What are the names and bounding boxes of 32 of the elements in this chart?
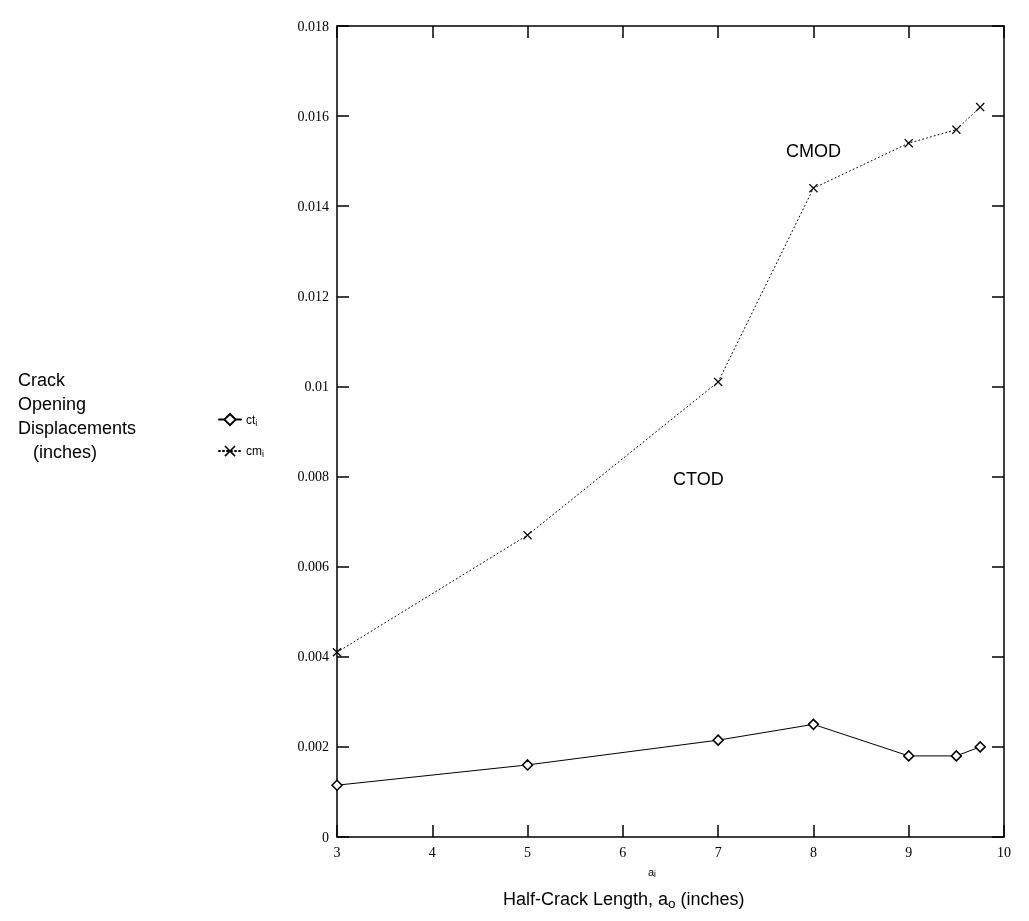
- y-tick-label: 0.006: [297, 559, 329, 575]
- y-tick-label: 0.014: [297, 198, 329, 214]
- point: [807, 718, 820, 731]
- x-tick-label: 10: [997, 844, 1011, 860]
- annotation: CMOD: [786, 141, 841, 161]
- text: Crack Opening Displacements (inches): [18, 370, 137, 462]
- y-tick-label: 0.004: [297, 649, 329, 665]
- point: [712, 734, 724, 746]
- point: [808, 183, 818, 193]
- x-tick-label: 4: [428, 844, 436, 860]
- point: [523, 530, 533, 540]
- point: [331, 779, 343, 791]
- y-tick-label: 0.012: [297, 288, 329, 304]
- y-tick-label: 0.01: [304, 378, 329, 394]
- annotation: CTOD: [673, 469, 724, 489]
- point: [974, 741, 986, 753]
- point: [902, 750, 915, 762]
- x-tick-label: 9: [905, 844, 913, 860]
- x-tick-label: 8: [809, 844, 817, 860]
- y-tick-label: 0.008: [297, 469, 329, 485]
- y-tick-label: 0.016: [297, 108, 329, 124]
- x-tick-label: 6: [619, 844, 627, 860]
- x-tick-label: 3: [333, 844, 341, 860]
- y-tick-label: 0.018: [297, 18, 329, 34]
- x-tick-label: 7: [714, 844, 722, 860]
- point: [332, 647, 342, 657]
- point: [904, 138, 914, 148]
- y-tick-label: 0.002: [297, 739, 329, 755]
- point: [950, 750, 963, 762]
- x-tick-label: 5: [524, 844, 532, 860]
- y-tick-label: 0: [322, 829, 329, 845]
- point: [521, 759, 534, 771]
